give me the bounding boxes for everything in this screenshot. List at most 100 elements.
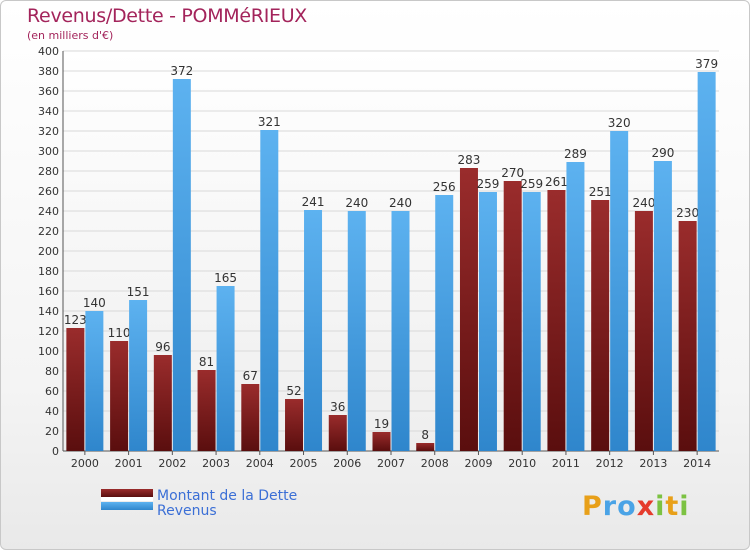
y-tick-label: 280	[38, 165, 59, 178]
data-label-revenue: 321	[258, 115, 281, 129]
bar-debt	[285, 399, 304, 451]
data-label-revenue: 320	[608, 116, 631, 130]
x-tick-label: 2004	[246, 457, 274, 470]
bar-revenue	[566, 162, 585, 451]
bar-revenue	[697, 72, 716, 451]
data-label-debt: 251	[589, 185, 612, 199]
data-label-debt: 19	[374, 417, 389, 431]
logo-letter-o: o	[617, 491, 637, 522]
logo-letter-r: r	[602, 491, 618, 522]
y-tick-label: 40	[45, 405, 59, 418]
bar-debt	[241, 384, 260, 451]
legend-swatch-revenue	[101, 502, 153, 510]
x-tick-label: 2003	[202, 457, 230, 470]
x-tick-label: 2014	[683, 457, 711, 470]
data-label-debt: 36	[330, 400, 345, 414]
x-tick-label: 2013	[639, 457, 667, 470]
data-label-revenue: 140	[83, 296, 106, 310]
bar-revenue	[435, 195, 454, 451]
chart-title: Revenus/Dette - POMMéRIEUX	[27, 5, 308, 27]
y-tick-label: 180	[38, 265, 59, 278]
bar-revenue	[304, 210, 323, 451]
bar-debt	[459, 168, 478, 451]
x-tick-label: 2002	[158, 457, 186, 470]
data-label-debt: 230	[676, 206, 699, 220]
bar-revenue	[85, 311, 104, 451]
y-tick-label: 120	[38, 325, 59, 338]
bar-debt	[328, 415, 347, 451]
x-tick-label: 2007	[377, 457, 405, 470]
bar-debt	[678, 221, 697, 451]
data-label-debt: 81	[199, 355, 214, 369]
data-label-debt: 270	[501, 166, 524, 180]
x-tick-label: 2008	[421, 457, 449, 470]
data-label-revenue: 241	[302, 195, 325, 209]
bar-revenue	[478, 192, 497, 451]
x-tick-label: 2001	[115, 457, 143, 470]
data-label-revenue: 259	[520, 177, 543, 191]
data-label-debt: 240	[632, 196, 655, 210]
data-label-revenue: 259	[477, 177, 500, 191]
legend-swatch-separator	[101, 497, 153, 501]
bar-debt	[197, 370, 216, 451]
bar-debt	[66, 328, 85, 451]
y-tick-label: 20	[45, 425, 59, 438]
x-tick-label: 2006	[333, 457, 361, 470]
bar-revenue	[216, 286, 235, 451]
bar-debt	[503, 181, 522, 451]
y-tick-label: 80	[45, 365, 59, 378]
data-label-debt: 283	[458, 153, 481, 167]
y-tick-label: 220	[38, 225, 59, 238]
legend-swatch-debt	[101, 489, 153, 497]
data-label-revenue: 289	[564, 147, 587, 161]
y-tick-label: 360	[38, 85, 59, 98]
y-tick-label: 100	[38, 345, 59, 358]
y-tick-label: 300	[38, 145, 59, 158]
data-label-debt: 96	[155, 340, 170, 354]
logo-letter-t: t	[665, 491, 680, 522]
bar-debt	[547, 190, 566, 451]
bar-debt	[416, 443, 435, 451]
x-tick-label: 2009	[464, 457, 492, 470]
logo-letter-i2: i	[679, 491, 690, 522]
bar-revenue	[653, 161, 672, 451]
data-label-debt: 123	[64, 313, 87, 327]
x-tick-label: 2010	[508, 457, 536, 470]
y-tick-label: 380	[38, 65, 59, 78]
bar-revenue	[129, 300, 148, 451]
bar-debt	[372, 432, 391, 451]
bar-revenue	[610, 131, 629, 451]
bar-debt	[591, 200, 610, 451]
y-tick-label: 240	[38, 205, 59, 218]
legend-label-debt: Montant de la Dette	[157, 488, 297, 504]
data-label-debt: 8	[421, 428, 429, 442]
data-label-debt: 67	[243, 369, 258, 383]
data-label-revenue: 256	[433, 180, 456, 194]
logo-letter-p: P	[582, 491, 603, 522]
y-tick-label: 340	[38, 105, 59, 118]
y-tick-label: 0	[52, 445, 59, 458]
logo-letter-x: x	[636, 491, 656, 522]
data-label-revenue: 165	[214, 271, 237, 285]
y-tick-label: 400	[38, 45, 59, 58]
y-tick-label: 200	[38, 245, 59, 258]
data-label-revenue: 151	[127, 285, 150, 299]
bar-revenue	[522, 192, 541, 451]
data-label-revenue: 240	[389, 196, 412, 210]
x-tick-label: 2000	[71, 457, 99, 470]
bar-revenue	[260, 130, 279, 451]
y-tick-label: 160	[38, 285, 59, 298]
chart-subtitle: (en milliers d'€)	[27, 29, 114, 42]
y-tick-label: 320	[38, 125, 59, 138]
y-tick-label: 260	[38, 185, 59, 198]
data-label-revenue: 290	[651, 146, 674, 160]
data-label-debt: 52	[286, 384, 301, 398]
data-label-revenue: 240	[345, 196, 368, 210]
data-label-debt: 261	[545, 175, 568, 189]
data-label-debt: 110	[108, 326, 131, 340]
logo-letter-i: i	[655, 491, 666, 522]
bar-debt	[634, 211, 653, 451]
x-tick-label: 2012	[596, 457, 624, 470]
